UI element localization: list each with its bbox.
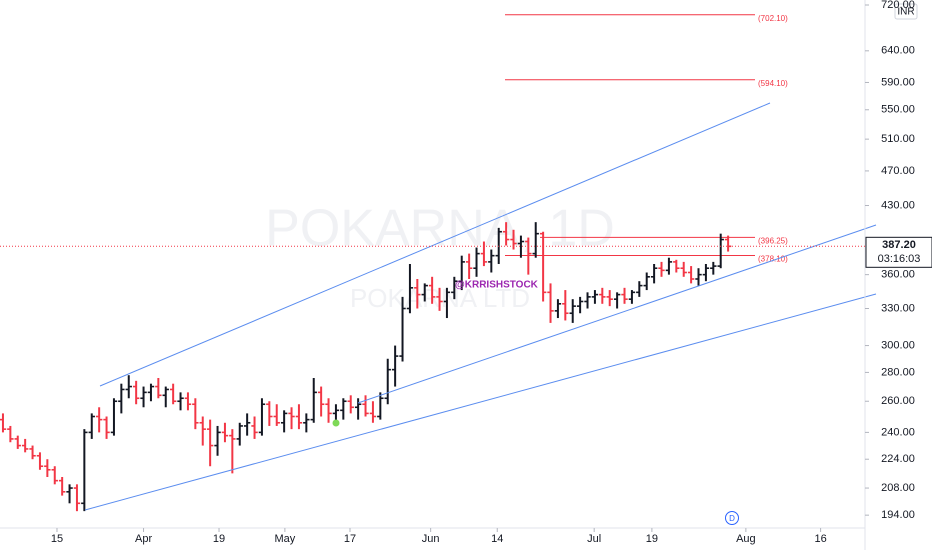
x-tick-label: May <box>274 533 295 545</box>
last-price-label: 387.20 <box>882 239 916 251</box>
y-tick-label: 510.00 <box>881 133 915 145</box>
y-tick-label: 330.00 <box>881 302 915 314</box>
y-tick-label: 208.00 <box>881 482 915 494</box>
x-tick-label: 15 <box>51 533 63 545</box>
plot-area: (702.10) (594.10) (396.25) (378.10) <box>0 14 788 512</box>
y-tick-label: 360.00 <box>881 269 915 281</box>
dividend-marker-label: D <box>729 514 735 523</box>
y-tick-label: 280.00 <box>881 366 915 378</box>
level-label: (702.10) <box>758 14 788 23</box>
x-tick-label: Aug <box>736 533 756 545</box>
level-label: (396.25) <box>758 236 788 245</box>
y-tick-label: 470.00 <box>881 165 915 177</box>
y-tick-label: 194.00 <box>881 509 915 521</box>
x-tick-label: Jul <box>587 533 601 545</box>
y-tick-label: 590.00 <box>881 76 915 88</box>
x-tick-label: 17 <box>344 533 356 545</box>
y-tick-label: 720.00 <box>881 0 915 11</box>
trend-line <box>99 102 771 387</box>
currency-box[interactable] <box>894 3 918 20</box>
y-tick-label: 240.00 <box>881 426 915 438</box>
x-tick-label: 14 <box>491 533 503 545</box>
watermark: POKARNA, 1D <box>265 200 615 258</box>
y-tick-label: 430.00 <box>881 199 915 211</box>
level-label: (594.10) <box>758 79 788 88</box>
y-tick-label: 300.00 <box>881 339 915 351</box>
x-tick-label: 19 <box>213 533 225 545</box>
level-label: (378.10) <box>758 255 788 264</box>
dividend-marker[interactable] <box>725 511 739 525</box>
x-tick-label: 16 <box>814 533 826 545</box>
y-tick-label: 224.00 <box>881 453 915 465</box>
x-tick-label: Jun <box>422 533 440 545</box>
author: @KRRISHSTOCK <box>455 280 539 291</box>
countdown: 03:16:03 <box>878 253 921 265</box>
y-tick-label: 550.00 <box>881 104 915 116</box>
x-tick-label: Apr <box>135 533 152 545</box>
last-price-box <box>865 236 932 268</box>
trend-line <box>84 293 877 511</box>
trend-line <box>357 224 877 404</box>
y-tick-label: 260.00 <box>881 395 915 407</box>
event-marker[interactable] <box>332 419 340 427</box>
y-tick-label: 640.00 <box>881 45 915 57</box>
x-tick-label: 19 <box>646 533 658 545</box>
currency: INR <box>897 7 914 18</box>
